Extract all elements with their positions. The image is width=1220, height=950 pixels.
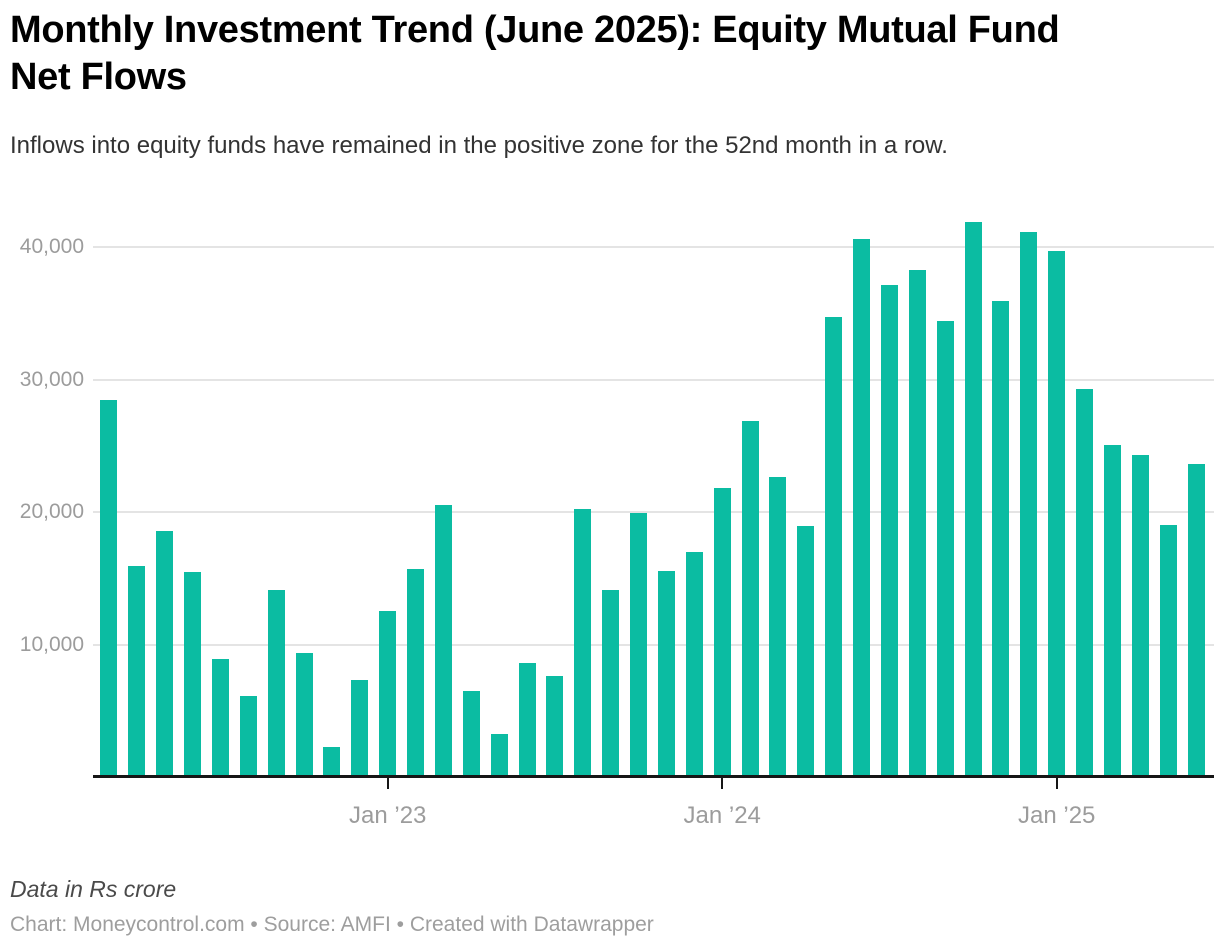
bar-may-2023[interactable] — [490, 734, 508, 777]
bar-apr-2023[interactable] — [462, 691, 480, 777]
bar-nov-2023[interactable] — [657, 571, 675, 777]
x-tick-label: Jan ’24 — [683, 802, 761, 829]
bar-jan-2023[interactable] — [379, 611, 397, 777]
bar-feb-2023[interactable] — [407, 569, 425, 777]
y-tick-label: 20,000 — [19, 500, 84, 523]
x-axis-baseline — [93, 775, 1214, 778]
y-tick-label: 40,000 — [19, 235, 84, 258]
bar-nov-2024[interactable] — [992, 301, 1010, 777]
x-tick — [1055, 778, 1058, 789]
bar-apr-2025[interactable] — [1131, 455, 1149, 777]
footer-credits: Chart: Moneycontrol.com • Source: AMFI •… — [10, 913, 654, 936]
footer-note: Data in Rs crore — [10, 876, 177, 902]
x-tick — [721, 778, 724, 789]
bar-oct-2024[interactable] — [964, 222, 982, 777]
bar-dec-2024[interactable] — [1020, 232, 1038, 777]
bar-mar-2025[interactable] — [1103, 445, 1121, 777]
y-tick-label: 30,000 — [19, 367, 84, 391]
bar-sep-2023[interactable] — [602, 590, 620, 777]
bar-may-2025[interactable] — [1159, 525, 1177, 777]
bar-jul-2024[interactable] — [880, 285, 898, 777]
bar-may-2024[interactable] — [825, 317, 843, 777]
bar-apr-2024[interactable] — [797, 526, 815, 777]
x-tick — [386, 778, 389, 789]
gridline — [93, 511, 1214, 513]
bar-mar-2023[interactable] — [434, 505, 452, 777]
bar-jul-2023[interactable] — [546, 676, 564, 777]
x-tick-label: Jan ’25 — [1017, 802, 1096, 829]
bar-nov-2022[interactable] — [323, 747, 341, 777]
gridline — [93, 246, 1214, 248]
bar-dec-2022[interactable] — [351, 680, 369, 777]
y-tick-label: 10,000 — [19, 632, 84, 656]
gridline — [93, 643, 1214, 646]
chart-subtitle: Inflows into equity funds have remained … — [10, 132, 948, 159]
bar-mar-2024[interactable] — [769, 477, 787, 777]
plot-area: Jan ’25 Jan ’24 Jan ’23 40,000 30,000 20,000 1… — [0, 178, 1220, 843]
bar-may-2022[interactable] — [156, 531, 174, 777]
bar-dec-2023[interactable] — [685, 552, 703, 777]
bar-aug-2023[interactable] — [574, 509, 592, 777]
bar-apr-2022[interactable] — [128, 566, 146, 777]
bar-jul-2022[interactable] — [211, 659, 229, 777]
bar-feb-2024[interactable] — [741, 421, 759, 777]
bar-sep-2024[interactable] — [936, 321, 954, 777]
bar-aug-2024[interactable] — [908, 270, 926, 777]
chart-title: Monthly Investment Trend (June 2025): Eq… — [10, 9, 1060, 98]
bar-oct-2022[interactable] — [295, 653, 313, 777]
bar-sep-2022[interactable] — [267, 590, 285, 777]
bar-jun-2024[interactable] — [853, 239, 871, 777]
gridline — [93, 378, 1214, 381]
bar-aug-2022[interactable] — [239, 696, 257, 777]
bar-feb-2025[interactable] — [1076, 389, 1094, 777]
bar-jun-2025[interactable] — [1187, 464, 1205, 777]
x-tick-label: Jan ’23 — [348, 802, 427, 829]
bar-jan-2025[interactable] — [1048, 251, 1066, 777]
bar-jun-2023[interactable] — [518, 663, 536, 777]
bar-oct-2023[interactable] — [630, 513, 648, 777]
bar-jan-2024[interactable] — [713, 488, 731, 777]
bar-jun-2022[interactable] — [184, 572, 202, 777]
bar-mar-2022[interactable] — [100, 400, 118, 777]
